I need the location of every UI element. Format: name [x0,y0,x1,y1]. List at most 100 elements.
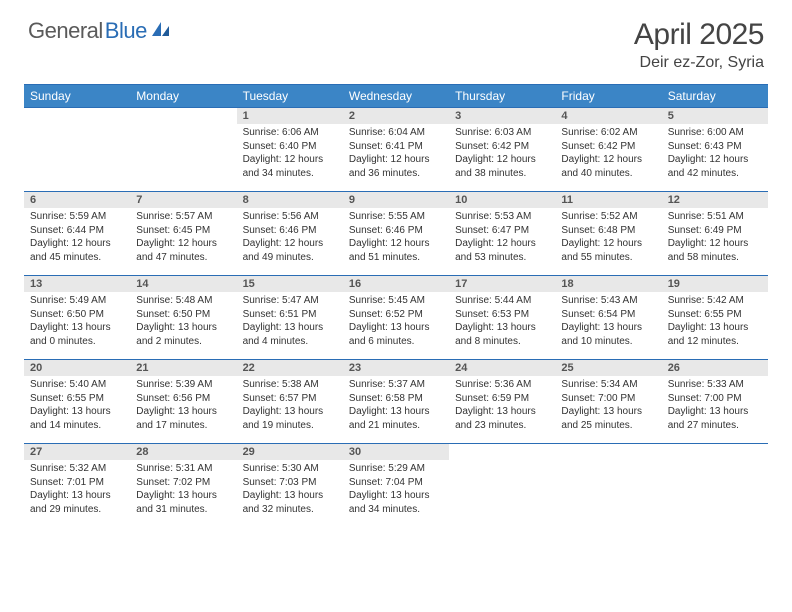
daylight-text: Daylight: 13 hours and 8 minutes. [455,321,549,348]
sunset-text: Sunset: 6:57 PM [243,392,337,406]
sunrise-text: Sunrise: 5:31 AM [136,462,230,476]
sunset-text: Sunset: 6:43 PM [668,140,762,154]
calendar-cell: 12Sunrise: 5:51 AMSunset: 6:49 PMDayligh… [662,192,768,276]
day-number: 24 [449,360,555,376]
daylight-text: Daylight: 12 hours and 58 minutes. [668,237,762,264]
daylight-text: Daylight: 13 hours and 34 minutes. [349,489,443,516]
location-label: Deir ez-Zor, Syria [634,54,764,72]
calendar-week-row: 27Sunrise: 5:32 AMSunset: 7:01 PMDayligh… [24,444,768,528]
daylight-text: Daylight: 12 hours and 38 minutes. [455,153,549,180]
day-number: 29 [237,444,343,460]
daylight-text: Daylight: 13 hours and 25 minutes. [561,405,655,432]
day-number: 19 [662,276,768,292]
sunset-text: Sunset: 7:02 PM [136,476,230,490]
daylight-text: Daylight: 13 hours and 32 minutes. [243,489,337,516]
calendar-week-row: 20Sunrise: 5:40 AMSunset: 6:55 PMDayligh… [24,360,768,444]
day-number: 20 [24,360,130,376]
daylight-text: Daylight: 13 hours and 21 minutes. [349,405,443,432]
day-details: Sunrise: 5:45 AMSunset: 6:52 PMDaylight:… [343,292,449,352]
sunset-text: Sunset: 6:56 PM [136,392,230,406]
day-details: Sunrise: 5:43 AMSunset: 6:54 PMDaylight:… [555,292,661,352]
sunset-text: Sunset: 6:47 PM [455,224,549,238]
calendar-cell: 24Sunrise: 5:36 AMSunset: 6:59 PMDayligh… [449,360,555,444]
sunrise-text: Sunrise: 6:02 AM [561,126,655,140]
day-number: 27 [24,444,130,460]
weekday-header: Sunday [24,85,130,108]
daylight-text: Daylight: 13 hours and 27 minutes. [668,405,762,432]
day-number: 13 [24,276,130,292]
daylight-text: Daylight: 12 hours and 40 minutes. [561,153,655,180]
weekday-header: Monday [130,85,236,108]
calendar-week-row: 6Sunrise: 5:59 AMSunset: 6:44 PMDaylight… [24,192,768,276]
logo-sail-icon [151,18,173,44]
sunset-text: Sunset: 7:04 PM [349,476,443,490]
sunrise-text: Sunrise: 5:51 AM [668,210,762,224]
page-header: GeneralBlue April 2025 Deir ez-Zor, Syri… [0,0,792,76]
day-details: Sunrise: 5:42 AMSunset: 6:55 PMDaylight:… [662,292,768,352]
day-details: Sunrise: 5:44 AMSunset: 6:53 PMDaylight:… [449,292,555,352]
sunrise-text: Sunrise: 5:53 AM [455,210,549,224]
day-details: Sunrise: 5:56 AMSunset: 6:46 PMDaylight:… [237,208,343,268]
day-number: 10 [449,192,555,208]
sunset-text: Sunset: 6:59 PM [455,392,549,406]
day-details: Sunrise: 6:02 AMSunset: 6:42 PMDaylight:… [555,124,661,184]
day-number: 25 [555,360,661,376]
day-number: 4 [555,108,661,124]
sunset-text: Sunset: 6:49 PM [668,224,762,238]
sunrise-text: Sunrise: 5:45 AM [349,294,443,308]
day-number: 14 [130,276,236,292]
calendar-cell: 8Sunrise: 5:56 AMSunset: 6:46 PMDaylight… [237,192,343,276]
sunset-text: Sunset: 6:54 PM [561,308,655,322]
day-number: 28 [130,444,236,460]
sunrise-text: Sunrise: 5:59 AM [30,210,124,224]
daylight-text: Daylight: 12 hours and 36 minutes. [349,153,443,180]
sunrise-text: Sunrise: 5:52 AM [561,210,655,224]
weekday-header: Wednesday [343,85,449,108]
calendar-cell: 25Sunrise: 5:34 AMSunset: 7:00 PMDayligh… [555,360,661,444]
daylight-text: Daylight: 12 hours and 47 minutes. [136,237,230,264]
day-details: Sunrise: 6:03 AMSunset: 6:42 PMDaylight:… [449,124,555,184]
sunrise-text: Sunrise: 5:40 AM [30,378,124,392]
day-details: Sunrise: 6:06 AMSunset: 6:40 PMDaylight:… [237,124,343,184]
daylight-text: Daylight: 13 hours and 6 minutes. [349,321,443,348]
day-number: 5 [662,108,768,124]
daylight-text: Daylight: 12 hours and 34 minutes. [243,153,337,180]
day-number: 21 [130,360,236,376]
sunrise-text: Sunrise: 5:56 AM [243,210,337,224]
daylight-text: Daylight: 13 hours and 4 minutes. [243,321,337,348]
sunrise-text: Sunrise: 5:33 AM [668,378,762,392]
calendar-cell: 6Sunrise: 5:59 AMSunset: 6:44 PMDaylight… [24,192,130,276]
daylight-text: Daylight: 12 hours and 51 minutes. [349,237,443,264]
day-number: 1 [237,108,343,124]
day-number: 7 [130,192,236,208]
sunset-text: Sunset: 6:44 PM [30,224,124,238]
daylight-text: Daylight: 13 hours and 12 minutes. [668,321,762,348]
day-details: Sunrise: 5:57 AMSunset: 6:45 PMDaylight:… [130,208,236,268]
day-details: Sunrise: 5:49 AMSunset: 6:50 PMDaylight:… [24,292,130,352]
sunset-text: Sunset: 6:42 PM [561,140,655,154]
sunrise-text: Sunrise: 5:43 AM [561,294,655,308]
sunrise-text: Sunrise: 5:47 AM [243,294,337,308]
calendar-table: Sunday Monday Tuesday Wednesday Thursday… [24,84,768,528]
weekday-header-row: Sunday Monday Tuesday Wednesday Thursday… [24,85,768,108]
calendar-cell: 1Sunrise: 6:06 AMSunset: 6:40 PMDaylight… [237,108,343,192]
calendar-cell: 10Sunrise: 5:53 AMSunset: 6:47 PMDayligh… [449,192,555,276]
calendar-cell: 15Sunrise: 5:47 AMSunset: 6:51 PMDayligh… [237,276,343,360]
weekday-header: Saturday [662,85,768,108]
sunrise-text: Sunrise: 6:06 AM [243,126,337,140]
sunset-text: Sunset: 6:45 PM [136,224,230,238]
day-details: Sunrise: 5:33 AMSunset: 7:00 PMDaylight:… [662,376,768,436]
sunset-text: Sunset: 6:48 PM [561,224,655,238]
sunrise-text: Sunrise: 5:29 AM [349,462,443,476]
calendar-cell: 21Sunrise: 5:39 AMSunset: 6:56 PMDayligh… [130,360,236,444]
day-number: 8 [237,192,343,208]
calendar-cell: 26Sunrise: 5:33 AMSunset: 7:00 PMDayligh… [662,360,768,444]
day-number: 15 [237,276,343,292]
calendar-cell: 17Sunrise: 5:44 AMSunset: 6:53 PMDayligh… [449,276,555,360]
sunrise-text: Sunrise: 5:32 AM [30,462,124,476]
calendar-cell: 22Sunrise: 5:38 AMSunset: 6:57 PMDayligh… [237,360,343,444]
sunset-text: Sunset: 6:40 PM [243,140,337,154]
day-details: Sunrise: 5:38 AMSunset: 6:57 PMDaylight:… [237,376,343,436]
calendar-cell [130,108,236,192]
month-title: April 2025 [634,18,764,52]
